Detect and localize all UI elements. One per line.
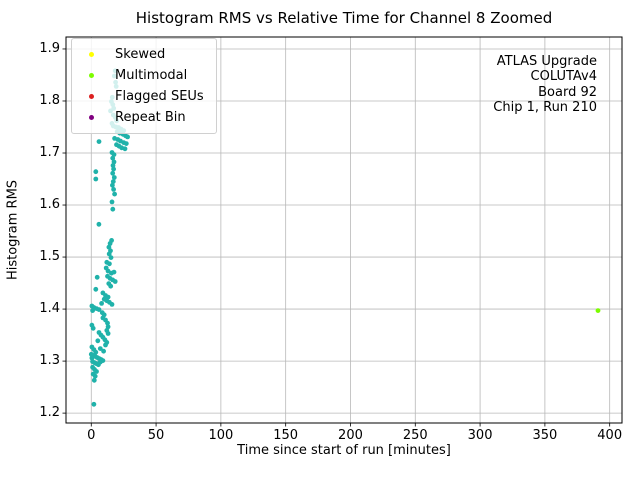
- scatter-point: [110, 163, 116, 168]
- scatter-point: [110, 170, 116, 176]
- scatter-point: [111, 152, 117, 158]
- skewed-marker-icon: [89, 52, 94, 57]
- scatter-point: [110, 206, 116, 212]
- scatter-point: [93, 176, 99, 182]
- scatter-point: [106, 251, 112, 257]
- scatter-point: [97, 359, 103, 365]
- scatter-point: [106, 244, 112, 250]
- scatter-point: [109, 302, 115, 307]
- y-tick-label: 1.6: [39, 197, 60, 213]
- annotation-line: Board 92: [538, 84, 597, 100]
- chart-title: Histogram RMS vs Relative Time for Chann…: [135, 9, 553, 27]
- scatter-point: [90, 325, 96, 331]
- legend-item-multimodal: Multimodal: [72, 65, 216, 86]
- x-tick-label: 200: [338, 428, 363, 443]
- scatter-point: [111, 175, 117, 180]
- x-tick-label: 50: [147, 428, 165, 443]
- scatter-point: [105, 331, 111, 336]
- scatter-point: [93, 169, 99, 175]
- legend-item-skewed: Skewed: [72, 44, 216, 65]
- legend-label: Skewed: [115, 47, 166, 62]
- x-tick-label: 150: [273, 428, 299, 443]
- scatter-point: [111, 187, 116, 192]
- scatter-point: [105, 294, 111, 300]
- scatter-point: [99, 301, 104, 306]
- plot-border: [65, 36, 623, 424]
- legend-item-repeat-bin: Repeat Bin: [72, 107, 216, 128]
- scatter-point: [108, 255, 114, 260]
- legend: Skewed Multimodal Flagged SEUs Repeat Bi…: [71, 38, 217, 134]
- annotation-line: COLUTAv4: [530, 69, 597, 85]
- scatter-point: [122, 146, 128, 152]
- scatter-point: [89, 355, 95, 361]
- scatter-point: [101, 348, 106, 354]
- scatter-point: [96, 307, 102, 312]
- scatter-point: [125, 134, 130, 140]
- scatter-point: [108, 283, 114, 289]
- scatter-point: [93, 286, 99, 292]
- scatter-point: [96, 139, 102, 145]
- scatter-point: [111, 166, 116, 172]
- scatter-point: [105, 320, 110, 326]
- flagged-seus-marker-icon: [89, 94, 94, 99]
- scatter-point: [97, 346, 103, 351]
- y-axis-label: Histogram RMS: [5, 179, 21, 281]
- x-axis-label: Time since start of run [minutes]: [237, 443, 451, 458]
- y-tick-label: 1.9: [39, 40, 60, 56]
- scatter-point: [90, 308, 95, 313]
- x-tick-label: 250: [402, 428, 428, 443]
- annotation-line: ATLAS Upgrade: [496, 54, 597, 69]
- scatter-point: [107, 241, 113, 246]
- x-tick-label: 300: [467, 428, 493, 443]
- scatter-point: [94, 274, 100, 280]
- scatter-point: [110, 182, 115, 188]
- scatter-point: [112, 191, 117, 197]
- y-tick-label: 1.2: [39, 405, 60, 421]
- scatter-point: [107, 261, 112, 267]
- x-tick-label: 100: [208, 428, 234, 443]
- x-tick-label: 350: [532, 428, 558, 443]
- scatter-point: [595, 308, 601, 313]
- legend-label: Flagged SEUs: [115, 89, 204, 104]
- y-tick-label: 1.5: [39, 249, 60, 265]
- scatter-point: [110, 155, 116, 161]
- annotation-text: ATLAS Upgrade COLUTAv4 Board 92 Chip 1, …: [493, 54, 597, 116]
- scatter-point: [94, 369, 99, 374]
- scatter-point: [111, 159, 117, 165]
- x-tick-label: 0: [87, 428, 96, 443]
- y-tick-label: 1.3: [39, 353, 60, 369]
- scatter-point: [112, 279, 118, 284]
- scatter-point: [111, 269, 117, 275]
- scatter-point: [123, 141, 129, 147]
- y-tick-label: 1.8: [39, 92, 60, 108]
- scatter-point: [105, 324, 111, 330]
- scatter-point: [92, 373, 98, 379]
- scatter-point: [91, 377, 97, 383]
- scatter-point: [95, 338, 101, 344]
- scatter-point: [109, 199, 115, 205]
- scatter-point: [96, 221, 102, 227]
- repeat-bin-marker-icon: [89, 115, 94, 120]
- multimodal-marker-icon: [89, 73, 94, 78]
- y-tick-label: 1.7: [39, 145, 60, 160]
- y-tick-label: 1.4: [39, 301, 60, 317]
- legend-label: Repeat Bin: [115, 110, 186, 125]
- scatter-point: [103, 342, 108, 348]
- scatter-point: [91, 401, 97, 407]
- scatter-point: [110, 179, 116, 185]
- annotation-line: Chip 1, Run 210: [493, 100, 597, 116]
- legend-label: Multimodal: [115, 68, 188, 83]
- legend-item-flagged-seus: Flagged SEUs: [72, 86, 216, 107]
- x-tick-label: 400: [597, 428, 623, 443]
